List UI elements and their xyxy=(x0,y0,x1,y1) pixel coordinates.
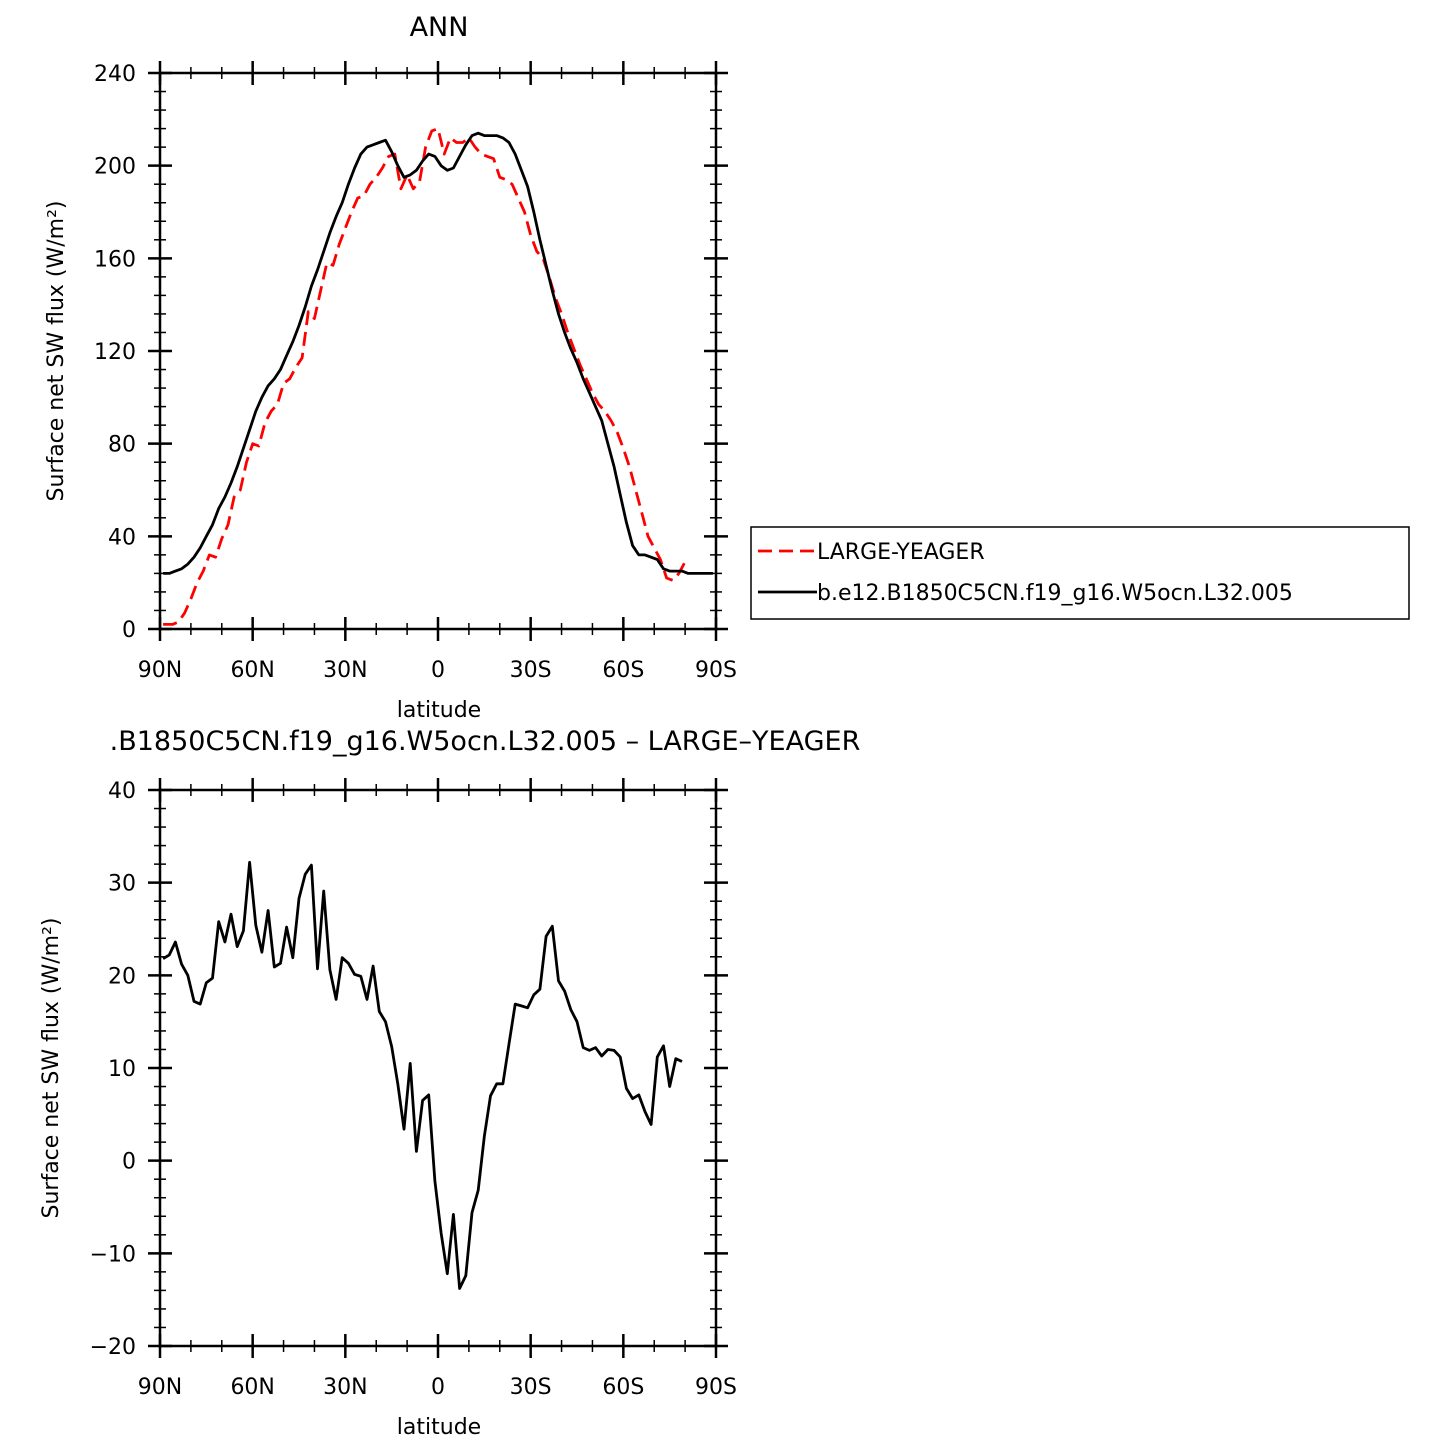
series-line-0 xyxy=(163,127,687,626)
top-chart-title: ANN xyxy=(410,12,469,43)
y-tick-label: 0 xyxy=(122,618,136,643)
y-tick-label: 30 xyxy=(108,872,136,897)
x-tick-label: 90N xyxy=(138,1375,182,1400)
x-tick-label: 60N xyxy=(230,1375,274,1400)
top-x-axis-label: latitude xyxy=(397,698,481,723)
bottom-series-group xyxy=(162,860,683,1290)
series-line-1 xyxy=(163,131,713,575)
x-tick-label: 90S xyxy=(695,658,737,683)
top-panel: ANN 0 40 80 120 160 200 240 90N 60N 30N 0 30S 60S 90S… xyxy=(44,12,737,723)
y-tick-label: 120 xyxy=(94,340,136,365)
y-tick-label: −10 xyxy=(90,1242,136,1267)
x-tick-label: 60S xyxy=(602,658,644,683)
y-tick-label: 10 xyxy=(108,1057,136,1082)
top-series-group xyxy=(163,127,713,626)
bottom-x-axis-label: latitude xyxy=(397,1415,481,1440)
bottom-axes: −20 −10 0 10 20 30 40 90N 60N 30N 0 30S 60S 90S xyxy=(90,778,737,1400)
x-tick-label: 0 xyxy=(431,658,445,683)
y-tick-label: 80 xyxy=(108,433,136,458)
y-tick-label: 40 xyxy=(108,779,136,804)
bottom-chart-title: .B1850C5CN.f19_g16.W5ocn.L32.005 – LARGE… xyxy=(110,726,861,757)
y-tick-label: 200 xyxy=(94,155,136,180)
top-y-axis-label: Surface net SW flux (W/m²) xyxy=(44,200,69,501)
legend: LARGE-YEAGER b.e12.B1850C5CN.f19_g16.W5o… xyxy=(750,526,1410,620)
legend-label-model: b.e12.B1850C5CN.f19_g16.W5ocn.L32.005 xyxy=(817,581,1293,606)
y-tick-label: −20 xyxy=(90,1335,136,1360)
x-tick-label: 0 xyxy=(431,1375,445,1400)
x-tick-label: 60N xyxy=(230,658,274,683)
legend-label-large-yeager: LARGE-YEAGER xyxy=(817,540,985,565)
x-tick-label: 90S xyxy=(695,1375,737,1400)
y-tick-label: 20 xyxy=(108,964,136,989)
x-tick-label: 30N xyxy=(323,658,367,683)
top-axes: 0 40 80 120 160 200 240 90N 60N 30N 0 30S 60S 90S xyxy=(94,61,737,683)
y-tick-label: 240 xyxy=(94,62,136,87)
x-tick-label: 90N xyxy=(138,658,182,683)
plot-frame xyxy=(158,788,718,1348)
x-tick-label: 60S xyxy=(602,1375,644,1400)
bottom-y-axis-label: Surface net SW flux (W/m²) xyxy=(39,917,64,1218)
y-tick-label: 160 xyxy=(94,247,136,272)
legend-box xyxy=(750,526,1410,620)
x-tick-label: 30S xyxy=(510,658,552,683)
x-tick-label: 30N xyxy=(323,1375,367,1400)
y-tick-label: 0 xyxy=(122,1150,136,1175)
y-tick-label: 40 xyxy=(108,525,136,550)
series-line-0 xyxy=(162,860,683,1290)
bottom-panel: .B1850C5CN.f19_g16.W5ocn.L32.005 – LARGE… xyxy=(39,726,860,1440)
x-tick-label: 30S xyxy=(510,1375,552,1400)
